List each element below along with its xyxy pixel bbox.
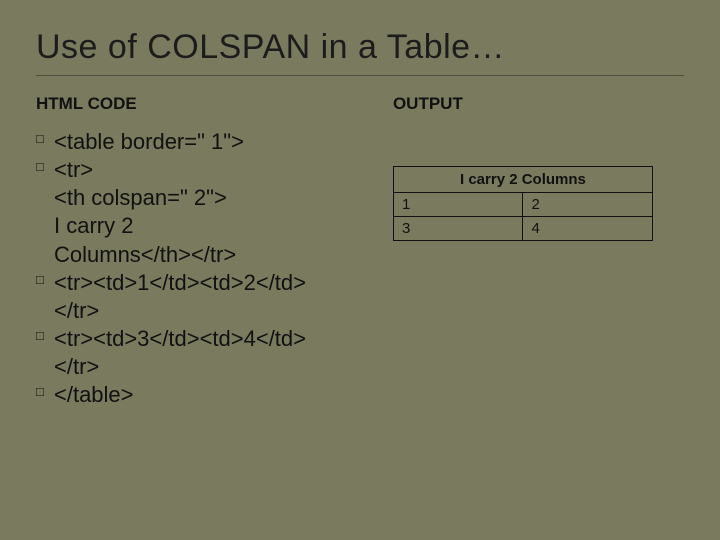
table-cell: 2 <box>523 193 653 217</box>
code-list: <table border=" 1"><tr><th colspan=" 2">… <box>36 128 373 410</box>
code-line-continuation: </tr> <box>36 353 373 381</box>
code-line: <tr><td>3</td><td>4</td> <box>36 325 373 353</box>
slide: Use of COLSPAN in a Table… HTML CODE <ta… <box>0 0 720 540</box>
code-line: <tr><td>1</td><td>2</td> <box>36 269 373 297</box>
table-row: 12 <box>393 193 652 217</box>
code-line-continuation: Columns</th></tr> <box>36 241 373 269</box>
output-table-wrap: I carry 2 Columns1234 <box>393 166 684 241</box>
code-line-continuation: <th colspan=" 2"> <box>36 184 373 212</box>
table-header-cell: I carry 2 Columns <box>393 167 652 193</box>
output-table: I carry 2 Columns1234 <box>393 166 653 241</box>
table-cell: 1 <box>393 193 522 217</box>
left-column: HTML CODE <table border=" 1"><tr><th col… <box>36 94 373 410</box>
right-column-header: OUTPUT <box>393 94 684 114</box>
code-line-continuation: </tr> <box>36 297 373 325</box>
slide-title: Use of COLSPAN in a Table… <box>36 28 684 67</box>
table-cell: 4 <box>523 217 653 241</box>
code-line: <table border=" 1"> <box>36 128 373 156</box>
title-rule <box>36 75 684 76</box>
columns: HTML CODE <table border=" 1"><tr><th col… <box>36 94 684 410</box>
table-header-row: I carry 2 Columns <box>393 167 652 193</box>
table-cell: 3 <box>393 217 522 241</box>
left-column-header: HTML CODE <box>36 94 373 114</box>
code-line-continuation: I carry 2 <box>36 212 373 240</box>
right-column: OUTPUT I carry 2 Columns1234 <box>393 94 684 410</box>
code-line: </table> <box>36 381 373 409</box>
table-row: 34 <box>393 217 652 241</box>
code-line: <tr> <box>36 156 373 184</box>
